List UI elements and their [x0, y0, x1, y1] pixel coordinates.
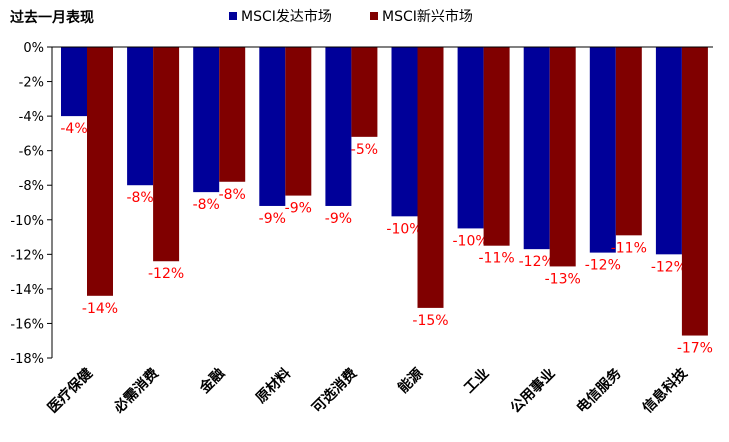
data-label-emerging: -9% — [285, 201, 312, 217]
y-tick-label: -18% — [10, 352, 44, 367]
bar-emerging — [615, 47, 642, 236]
data-label-emerging: -11% — [611, 240, 647, 256]
data-label-developed: -8% — [193, 197, 220, 213]
bar-emerging — [483, 47, 510, 246]
plot-area: 0% -2% -4% -6% -8% -10% -12% -14% -16% -18% -4% -14… — [10, 41, 713, 417]
bar-emerging — [87, 47, 113, 296]
x-tick-label: 金融 — [196, 365, 229, 398]
bar-emerging — [681, 47, 708, 336]
legend-swatch-developed — [229, 12, 237, 20]
y-tick-label: -12% — [10, 248, 44, 263]
y-tick-label: -4% — [19, 110, 44, 125]
bar-developed — [457, 47, 484, 229]
x-tick-label: 公用事业 — [507, 365, 559, 417]
bar-developed — [589, 47, 616, 253]
x-tick-label: 工业 — [461, 366, 492, 397]
bar-emerging — [417, 47, 444, 308]
bar-emerging — [285, 47, 312, 196]
y-tick-label: -2% — [19, 76, 44, 91]
x-tick-label: 电信服务 — [573, 364, 625, 416]
y-tick-label: -8% — [19, 179, 44, 194]
data-label-emerging: -5% — [351, 142, 378, 158]
bar-emerging — [153, 47, 180, 262]
data-label-developed: -9% — [325, 211, 352, 227]
bar-emerging — [549, 47, 576, 267]
data-label-emerging: -8% — [219, 187, 246, 203]
legend: MSCI发达市场 MSCI新兴市场 — [229, 8, 473, 25]
bar-developed — [325, 47, 352, 206]
bar-developed — [523, 47, 550, 250]
data-label-developed: -12% — [585, 258, 621, 274]
data-label-emerging: -15% — [412, 313, 448, 329]
data-label-emerging: -17% — [677, 341, 713, 357]
bar-developed — [259, 47, 286, 206]
y-tick-label: -6% — [19, 145, 44, 160]
data-label-emerging: -12% — [148, 266, 184, 282]
x-tick-label: 能源 — [395, 365, 427, 397]
bar-developed — [127, 47, 154, 186]
data-label-developed: -12% — [651, 259, 687, 275]
data-label-emerging: -13% — [545, 271, 581, 287]
bar-developed — [193, 47, 220, 193]
bar-developed — [391, 47, 418, 217]
data-label-developed: -8% — [126, 190, 153, 206]
x-tick-label: 信息科技 — [639, 364, 691, 416]
y-tick-label: -16% — [10, 317, 44, 332]
bar-emerging — [351, 47, 378, 137]
data-label-developed: -9% — [259, 211, 286, 227]
x-tick-label: 可选消费 — [309, 365, 361, 417]
data-label-developed: -10% — [386, 221, 422, 237]
bar-developed — [655, 47, 682, 255]
legend-label-emerging: MSCI新兴市场 — [382, 8, 473, 25]
data-label-emerging: -11% — [479, 251, 515, 267]
y-tick-label: 0% — [23, 41, 44, 56]
data-label-developed: -12% — [519, 254, 555, 270]
data-label-developed: -10% — [453, 233, 489, 249]
bar-emerging — [219, 47, 246, 182]
y-tick-label: -10% — [10, 214, 44, 229]
data-label-emerging: -14% — [82, 301, 118, 317]
x-tick-label: 医疗保健 — [44, 365, 96, 417]
chart-title: 过去一月表现 — [10, 9, 94, 26]
x-tick-label: 必需消费 — [110, 365, 162, 417]
legend-label-developed: MSCI发达市场 — [241, 8, 332, 25]
bar-developed — [61, 47, 87, 117]
legend-swatch-emerging — [370, 12, 378, 20]
data-label-developed: -4% — [60, 121, 87, 137]
y-tick-label: -14% — [10, 283, 44, 298]
x-tick-label: 原材料 — [252, 365, 294, 407]
